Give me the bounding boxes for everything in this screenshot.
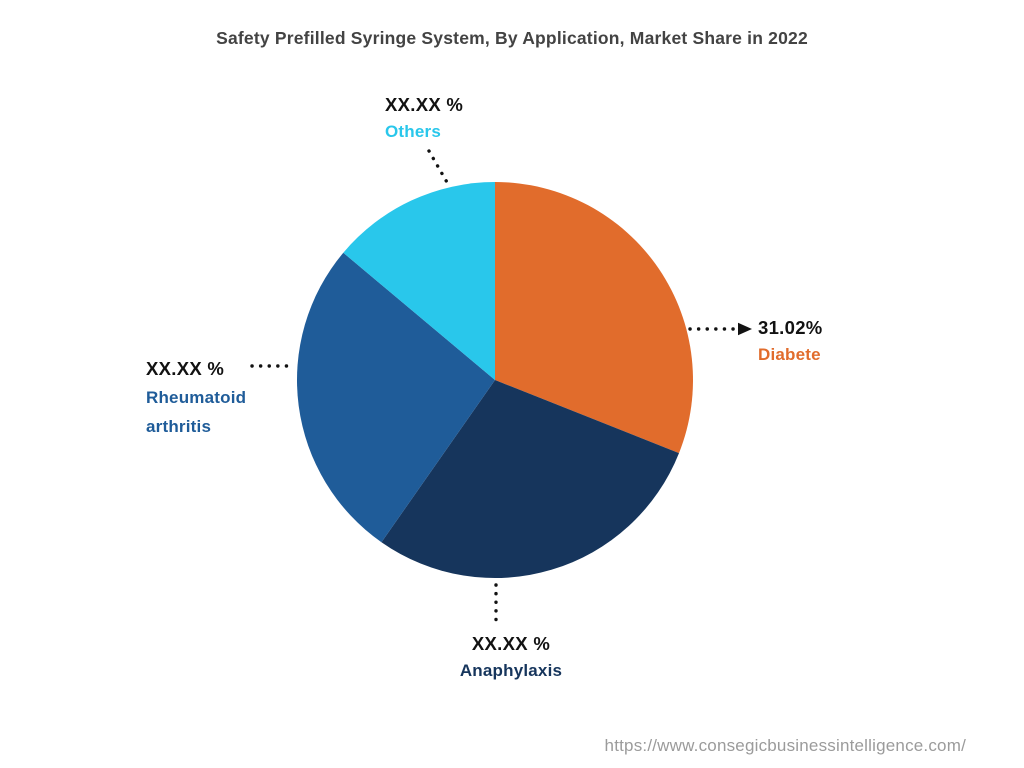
connector-line-others: [427, 149, 450, 186]
source-url: https://www.consegicbusinessintelligence…: [604, 736, 966, 755]
callout-anaphylaxis-label: Anaphylaxis: [459, 661, 563, 680]
callout-anaphylaxis: XX.XX % Anaphylaxis: [460, 630, 562, 684]
callout-others-label: Others: [385, 122, 441, 141]
pie-slice-others: [343, 182, 495, 380]
callout-rheumatoid-arthritis: XX.XX % Rheumatoid arthritis: [146, 354, 246, 441]
pie-slice-rheumatoid-arthritis: [296, 252, 495, 543]
callout-diabete-value: 31.02%: [758, 317, 823, 338]
pie-slice-anaphylaxis: [381, 380, 679, 579]
callout-rheumatoid-label-line1: Rheumatoid: [146, 388, 247, 407]
callout-anaphylaxis-value: XX.XX %: [471, 633, 551, 654]
arrowhead-diabete: [738, 322, 752, 336]
callout-others-value: XX.XX %: [385, 94, 464, 115]
chart-title: Safety Prefilled Syringe System, By Appl…: [216, 28, 808, 48]
callout-rheumatoid-value: XX.XX %: [146, 358, 225, 379]
callout-diabete: 31.02% Diabete: [758, 314, 823, 368]
callout-rheumatoid-label-line2: arthritis: [146, 417, 212, 436]
pie-slices: [296, 182, 693, 579]
pie-slice-diabete: [495, 182, 693, 454]
callout-diabete-label: Diabete: [758, 345, 821, 364]
callout-others: XX.XX % Others: [385, 91, 463, 145]
